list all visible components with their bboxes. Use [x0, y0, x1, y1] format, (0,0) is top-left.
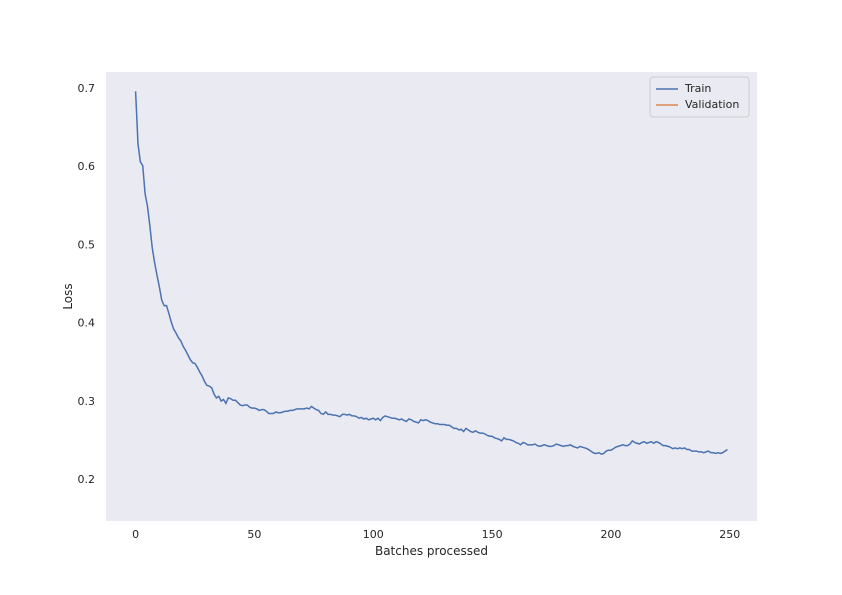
- x-tick-label: 50: [247, 528, 261, 541]
- y-tick-label: 0.3: [78, 395, 96, 408]
- y-tick-label: 0.4: [78, 317, 96, 330]
- line-series: [134, 91, 728, 456]
- y-tick-label: 0.6: [78, 160, 96, 173]
- y-axis-label: Loss: [61, 283, 75, 309]
- x-tick-label: 150: [482, 528, 503, 541]
- legend-box: [649, 76, 750, 118]
- y-tick-label: 0.7: [78, 82, 96, 95]
- legend-label: Validation: [685, 98, 739, 111]
- x-axis-label: Batches processed: [375, 544, 488, 558]
- legend-label: Train: [684, 82, 711, 95]
- plot-area: [106, 72, 757, 521]
- y-tick-label: 0.5: [78, 238, 96, 251]
- y-tick-label: 0.2: [78, 473, 96, 486]
- x-tick-label: 200: [600, 528, 621, 541]
- x-tick-label: 100: [363, 528, 384, 541]
- x-tick-label: 0: [132, 528, 139, 541]
- x-tick-label: 250: [719, 528, 740, 541]
